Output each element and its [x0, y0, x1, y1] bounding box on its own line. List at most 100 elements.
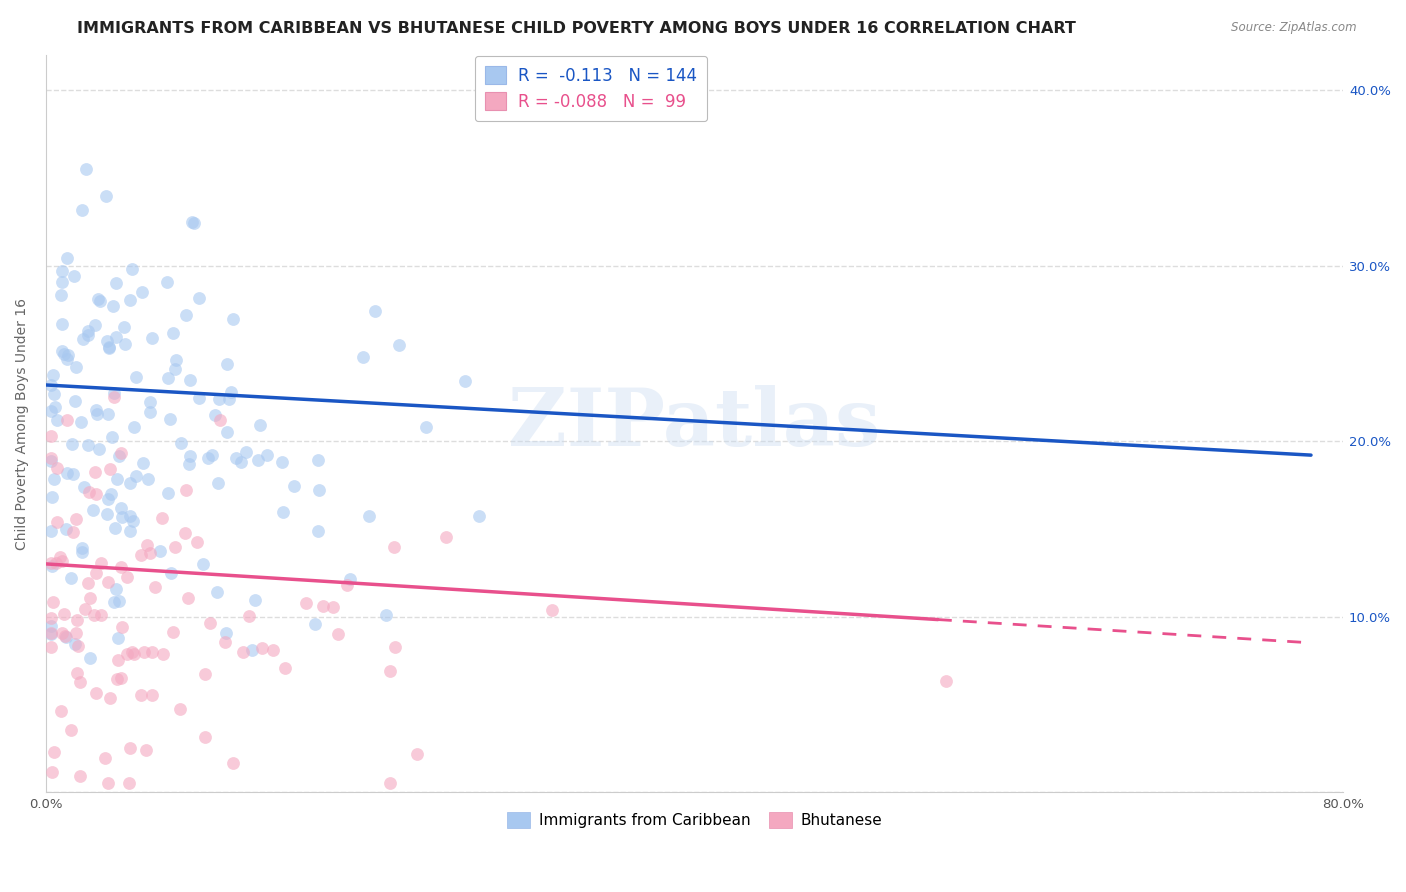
- Point: [67, 639, 90, 653]
- Point: [45, 556, 67, 570]
- Point: [69, 674, 91, 689]
- Point: [295, 596, 318, 610]
- Point: [90, 556, 112, 570]
- Point: [336, 578, 359, 592]
- Point: [240, 643, 263, 657]
- Point: [375, 608, 398, 623]
- Point: [52, 347, 75, 361]
- Point: [122, 419, 145, 434]
- Point: [120, 740, 142, 755]
- Point: [197, 451, 219, 466]
- Text: IMMIGRANTS FROM CARIBBEAN VS BHUTANESE CHILD POVERTY AMONG BOYS UNDER 16 CORRELA: IMMIGRANTS FROM CARIBBEAN VS BHUTANESE C…: [77, 21, 1076, 36]
- Point: [108, 449, 131, 463]
- Point: [42, 368, 65, 383]
- Point: [39, 611, 62, 625]
- Point: [235, 444, 257, 458]
- Point: [39, 451, 62, 466]
- Point: [170, 436, 193, 450]
- Point: [388, 337, 411, 351]
- Point: [176, 483, 198, 498]
- Point: [39, 378, 62, 392]
- Point: [98, 340, 121, 354]
- Point: [118, 509, 141, 524]
- Point: [215, 357, 238, 371]
- Point: [72, 202, 94, 217]
- Point: [110, 500, 132, 515]
- Point: [156, 371, 179, 385]
- Point: [55, 252, 77, 266]
- Point: [42, 745, 65, 759]
- Point: [357, 508, 380, 523]
- Point: [110, 559, 132, 574]
- Point: [79, 650, 101, 665]
- Point: [174, 525, 197, 540]
- Point: [86, 407, 108, 421]
- Point: [96, 507, 118, 521]
- Point: [262, 643, 284, 657]
- Point: [98, 462, 121, 476]
- Point: [121, 262, 143, 277]
- Point: [101, 299, 124, 313]
- Point: [207, 476, 229, 491]
- Point: [193, 731, 215, 745]
- Point: [222, 312, 245, 326]
- Point: [110, 671, 132, 685]
- Point: [222, 756, 245, 770]
- Point: [97, 341, 120, 355]
- Point: [82, 503, 104, 517]
- Point: [141, 331, 163, 345]
- Point: [84, 566, 107, 580]
- Point: [87, 442, 110, 456]
- Point: [55, 467, 77, 481]
- Point: [160, 566, 183, 581]
- Point: [55, 522, 77, 536]
- Point: [115, 570, 138, 584]
- Point: [77, 575, 100, 590]
- Point: [55, 631, 77, 645]
- Point: [454, 374, 477, 388]
- Point: [79, 591, 101, 605]
- Point: [218, 392, 240, 406]
- Point: [132, 644, 155, 658]
- Point: [201, 448, 224, 462]
- Point: [382, 540, 405, 554]
- Point: [94, 751, 117, 765]
- Point: [125, 369, 148, 384]
- Point: [49, 550, 72, 565]
- Point: [39, 618, 62, 632]
- Point: [108, 593, 131, 607]
- Point: [125, 469, 148, 483]
- Point: [45, 413, 67, 427]
- Point: [165, 353, 187, 368]
- Point: [51, 288, 73, 302]
- Point: [65, 512, 87, 526]
- Point: [156, 486, 179, 500]
- Point: [72, 332, 94, 346]
- Y-axis label: Child Poverty Among Boys Under 16: Child Poverty Among Boys Under 16: [15, 298, 30, 549]
- Point: [114, 336, 136, 351]
- Point: [180, 215, 202, 229]
- Point: [214, 634, 236, 648]
- Point: [415, 420, 437, 434]
- Point: [204, 408, 226, 422]
- Point: [378, 665, 401, 679]
- Point: [110, 446, 132, 460]
- Text: Source: ZipAtlas.com: Source: ZipAtlas.com: [1232, 21, 1357, 34]
- Point: [72, 541, 94, 555]
- Point: [103, 595, 125, 609]
- Point: [339, 572, 361, 586]
- Point: [104, 582, 127, 596]
- Point: [246, 453, 269, 467]
- Point: [65, 393, 87, 408]
- Point: [84, 486, 107, 500]
- Point: [468, 509, 491, 524]
- Point: [935, 674, 957, 689]
- Point: [174, 308, 197, 322]
- Point: [59, 723, 82, 737]
- Point: [112, 319, 135, 334]
- Point: [69, 768, 91, 782]
- Point: [183, 216, 205, 230]
- Point: [46, 515, 69, 529]
- Point: [96, 334, 118, 349]
- Point: [51, 704, 73, 718]
